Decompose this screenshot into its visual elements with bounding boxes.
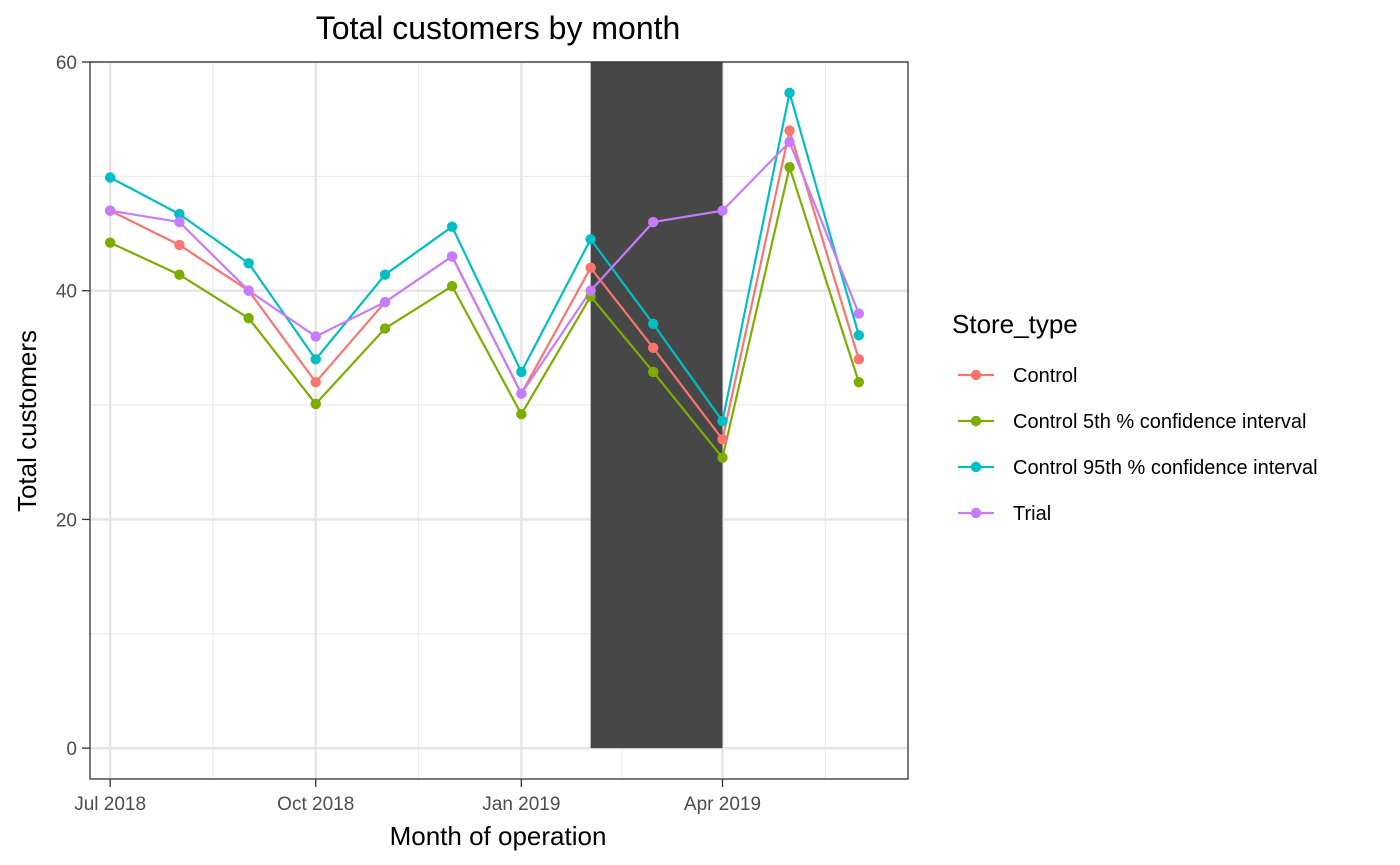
data-point-2-1	[174, 208, 185, 220]
data-point-1-2	[243, 312, 254, 324]
data-point-2-6	[516, 366, 527, 378]
data-point-3-0	[104, 205, 116, 216]
data-point-2-11	[853, 330, 865, 341]
x-tick-label: Jan 2019	[482, 794, 560, 815]
data-point-1-8	[648, 366, 659, 378]
data-point-1-6	[516, 409, 527, 420]
data-point-2-2	[243, 258, 254, 269]
series-line-1	[109, 166, 860, 459]
legend-key-point	[970, 507, 982, 519]
y-tick-label: 40	[56, 282, 77, 303]
legend-item-label: Control 95th % confidence interval	[1013, 457, 1318, 479]
data-point-3-9	[717, 205, 728, 216]
data-point-1-10	[784, 162, 795, 173]
y-tick-label: 20	[56, 510, 77, 531]
x-tick-label: Jul 2018	[74, 794, 146, 815]
data-point-3-4	[379, 296, 391, 308]
data-point-2-8	[648, 318, 659, 330]
data-point-0-8	[648, 342, 659, 354]
data-point-3-7	[585, 285, 596, 296]
series-line-3	[109, 140, 860, 395]
data-point-1-1	[174, 269, 185, 280]
y-axis-label: Total customers	[12, 330, 42, 512]
legend: Store_type Control Control 5th % confiden…	[952, 309, 1318, 525]
data-point-0-1	[174, 239, 185, 251]
data-point-2-4	[379, 269, 391, 280]
data-point-1-4	[379, 323, 391, 334]
chart-title: Total customers by month	[316, 10, 681, 46]
data-point-0-9	[717, 434, 728, 445]
data-point-2-5	[446, 221, 458, 232]
data-point-2-9	[717, 415, 728, 427]
data-point-3-1	[174, 216, 185, 228]
data-point-3-2	[243, 285, 254, 296]
data-point-1-0	[104, 237, 116, 248]
data-point-3-5	[446, 251, 458, 262]
data-point-3-10	[784, 136, 795, 148]
data-point-1-11	[853, 376, 865, 388]
series-line-2	[109, 91, 860, 423]
legend-key-point	[970, 369, 982, 381]
data-point-1-5	[446, 280, 458, 292]
data-point-2-10	[784, 87, 795, 99]
x-tick-label: Apr 2019	[684, 794, 761, 815]
data-point-0-10	[784, 125, 795, 136]
data-point-1-3	[310, 398, 321, 410]
panel-border	[89, 61, 909, 780]
data-point-2-0	[104, 172, 116, 183]
data-point-3-8	[648, 216, 659, 228]
data-point-0-7	[585, 262, 596, 274]
data-point-0-3	[310, 376, 321, 388]
legend-item-label: Trial	[1013, 503, 1051, 525]
y-tick-label: 60	[56, 53, 77, 74]
y-tick-label: 0	[66, 739, 77, 760]
data-point-0-11	[853, 354, 865, 365]
data-point-2-3	[310, 354, 321, 365]
legend-item-label: Control	[1013, 365, 1077, 387]
data-point-1-9	[717, 452, 728, 463]
data-point-2-7	[585, 234, 596, 245]
legend-key-point	[970, 415, 982, 427]
x-tick-label: Oct 2018	[277, 794, 354, 815]
legend-item-label: Control 5th % confidence interval	[1013, 411, 1307, 433]
x-axis-label: Month of operation	[390, 821, 607, 851]
plot-panel: 0 20 40 60 Jul 2018 Oct 2018 Jan 2019 Apr 2019	[56, 53, 909, 815]
trial-period-highlight	[590, 62, 723, 749]
legend-title: Store_type	[952, 309, 1078, 339]
data-point-3-6	[516, 388, 527, 399]
data-point-3-3	[310, 331, 321, 342]
data-point-3-11	[853, 308, 865, 319]
legend-key-point	[970, 461, 982, 473]
